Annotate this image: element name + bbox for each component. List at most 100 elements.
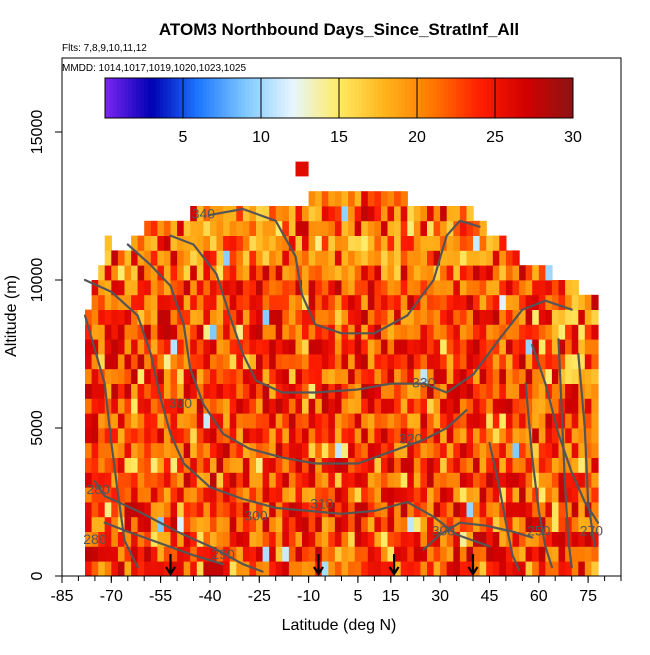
heatmap-cell bbox=[532, 442, 540, 458]
heatmap-cell bbox=[473, 265, 481, 281]
x-tick-label: -40 bbox=[198, 588, 221, 605]
heatmap-cell bbox=[565, 383, 573, 399]
heatmap-cell bbox=[269, 265, 277, 281]
colorbar-segment bbox=[440, 78, 445, 118]
heatmap-cell bbox=[302, 161, 309, 177]
heatmap-cell bbox=[229, 280, 237, 296]
heatmap-cell bbox=[269, 413, 277, 429]
heatmap-cell bbox=[91, 546, 99, 562]
x-tick-label: 60 bbox=[530, 588, 548, 605]
heatmap-cell bbox=[144, 561, 152, 577]
heatmap-cell bbox=[104, 354, 112, 370]
heatmap-cell bbox=[328, 487, 336, 503]
heatmap-cell bbox=[249, 265, 257, 281]
heatmap-cell bbox=[242, 472, 251, 488]
heatmap-cell bbox=[144, 324, 152, 340]
heatmap-cell bbox=[111, 250, 119, 266]
heatmap-cell bbox=[275, 487, 283, 503]
heatmap-cell bbox=[591, 531, 599, 547]
heatmap-cell bbox=[492, 354, 500, 370]
heatmap-cell bbox=[256, 457, 264, 473]
heatmap-cell bbox=[341, 324, 349, 340]
heatmap-cell bbox=[538, 502, 546, 518]
contour-line bbox=[103, 521, 225, 566]
heatmap-cell bbox=[492, 531, 500, 547]
heatmap-cell bbox=[163, 428, 172, 444]
colorbar-segment bbox=[105, 78, 110, 118]
heatmap-cell bbox=[177, 487, 185, 503]
heatmap-cell bbox=[183, 383, 191, 399]
colorbar-segment bbox=[495, 78, 500, 118]
heatmap-cell bbox=[321, 428, 329, 444]
heatmap-cell bbox=[308, 280, 316, 296]
heatmap-cell bbox=[427, 294, 435, 310]
heatmap-cell bbox=[407, 561, 415, 577]
heatmap-cell bbox=[446, 354, 454, 370]
heatmap-cell bbox=[453, 383, 461, 399]
heatmap-cell bbox=[269, 383, 277, 399]
heatmap-cell bbox=[512, 265, 520, 281]
heatmap-cell bbox=[163, 383, 172, 399]
heatmap-cell bbox=[236, 457, 244, 473]
heatmap-cell bbox=[210, 235, 218, 251]
heatmap-cell bbox=[236, 516, 244, 532]
heatmap-cell bbox=[400, 487, 408, 503]
heatmap-cell bbox=[525, 309, 533, 325]
heatmap-cell bbox=[381, 250, 389, 266]
heatmap-cell bbox=[341, 280, 349, 296]
heatmap-cell bbox=[453, 220, 461, 236]
colorbar-segment bbox=[147, 78, 153, 118]
heatmap-cell bbox=[177, 368, 185, 384]
heatmap-cell bbox=[361, 398, 369, 414]
heatmap-cell bbox=[400, 413, 408, 429]
heatmap-cell bbox=[236, 368, 244, 384]
heatmap-cell bbox=[381, 531, 389, 547]
heatmap-cell bbox=[242, 457, 251, 473]
heatmap-cell bbox=[558, 339, 566, 355]
heatmap-cell bbox=[295, 309, 303, 325]
heatmap-cell bbox=[144, 516, 152, 532]
heatmap-cell bbox=[170, 428, 178, 444]
heatmap-cell bbox=[321, 502, 329, 518]
heatmap-cell bbox=[131, 235, 139, 251]
heatmap-cell bbox=[295, 546, 303, 562]
colorbar-segment bbox=[225, 78, 231, 118]
heatmap-cell bbox=[479, 472, 487, 488]
heatmap-cell bbox=[466, 235, 474, 251]
heatmap-cell bbox=[565, 561, 573, 577]
heatmap-cell bbox=[525, 280, 533, 296]
heatmap-cell bbox=[466, 398, 474, 414]
heatmap-cell bbox=[433, 398, 441, 414]
colorbar-segment bbox=[545, 78, 551, 118]
heatmap-cell bbox=[453, 442, 461, 458]
heatmap-cell bbox=[505, 546, 514, 562]
heatmap-cell bbox=[427, 324, 435, 340]
contour-label: 300 bbox=[169, 395, 193, 411]
heatmap-cell bbox=[203, 516, 211, 532]
heatmap-cell bbox=[308, 398, 316, 414]
heatmap-cell bbox=[381, 487, 389, 503]
colorbar-segment bbox=[557, 78, 562, 118]
heatmap-cell bbox=[538, 354, 546, 370]
heatmap-cell bbox=[282, 220, 290, 236]
heatmap-cell bbox=[466, 324, 474, 340]
heatmap-cell bbox=[144, 250, 152, 266]
heatmap-cell bbox=[262, 294, 270, 310]
heatmap-cell bbox=[361, 502, 369, 518]
heatmap-cell bbox=[551, 368, 560, 384]
heatmap-cell bbox=[282, 383, 290, 399]
heatmap-cell bbox=[512, 442, 520, 458]
heatmap-cell bbox=[446, 235, 454, 251]
heatmap-cell bbox=[177, 265, 185, 281]
heatmap-cell bbox=[190, 339, 198, 355]
heatmap-cell bbox=[269, 206, 277, 222]
heatmap-cell bbox=[85, 368, 93, 384]
heatmap-cell bbox=[328, 191, 336, 207]
colorbar-segment bbox=[405, 78, 410, 118]
contour-label: 250 bbox=[527, 522, 551, 538]
heatmap-cell bbox=[400, 235, 408, 251]
colorbar-segment bbox=[171, 78, 176, 118]
heatmap-cell bbox=[302, 368, 310, 384]
heatmap-cell bbox=[538, 413, 546, 429]
colorbar-segment bbox=[354, 78, 359, 118]
